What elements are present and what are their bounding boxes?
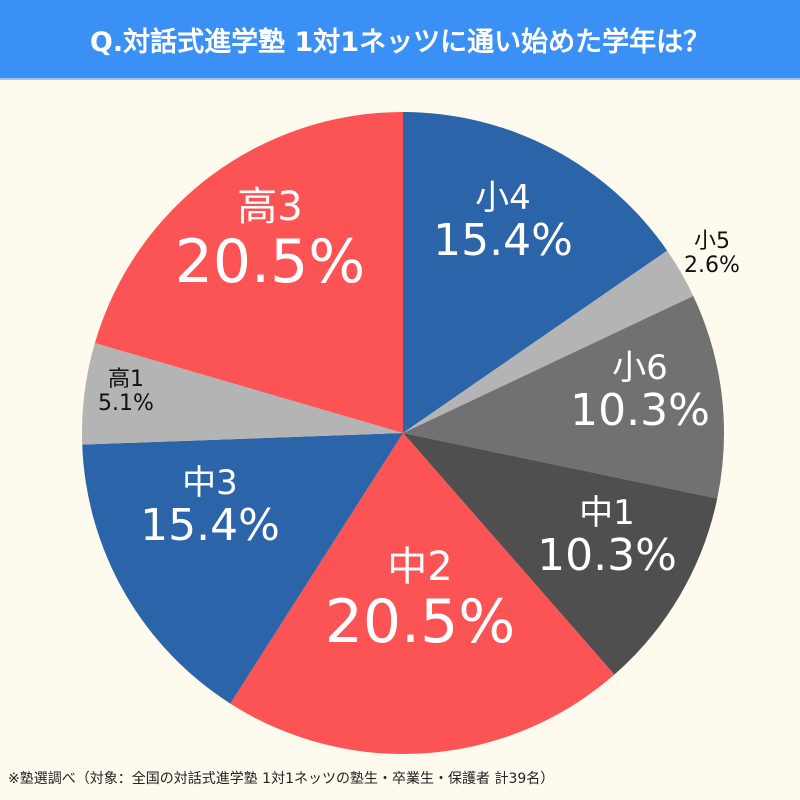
pie-slice-中2 (230, 433, 615, 755)
source-footnote: ※塾選調べ（対象：全国の対話式進学塾 1対1ネッツの塾生・卒業生・保護者 計39… (8, 771, 555, 787)
slice-label-sho5: 小5 2.6% (684, 229, 740, 279)
pie-slice-小4 (403, 112, 668, 433)
pie-slice-中3 (82, 433, 404, 704)
slice-label-ko3: 高3 20.5% (174, 184, 366, 297)
pie-slice-中1 (403, 433, 718, 675)
slice-label-sho4: 小4 15.4% (433, 178, 573, 267)
slice-label-chu3: 中3 15.4% (140, 463, 280, 552)
pie-slice-高1 (82, 343, 403, 445)
slice-label-chu1: 中1 10.3% (537, 493, 677, 582)
pie-slice-高3 (94, 111, 404, 433)
title-bar: Q.対話式進学塾 1対1ネッツに通い始めた学年は？ (0, 0, 800, 80)
slice-label-sho6: 小6 10.3% (570, 348, 710, 437)
pie-slice-小6 (403, 296, 724, 499)
slice-label-chu2: 中2 20.5% (324, 544, 516, 657)
chart-title: Q.対話式進学塾 1対1ネッツに通い始めた学年は？ (89, 26, 711, 58)
pie-slice-小5 (403, 250, 694, 433)
slice-label-ko1: 高1 5.1% (98, 367, 154, 417)
